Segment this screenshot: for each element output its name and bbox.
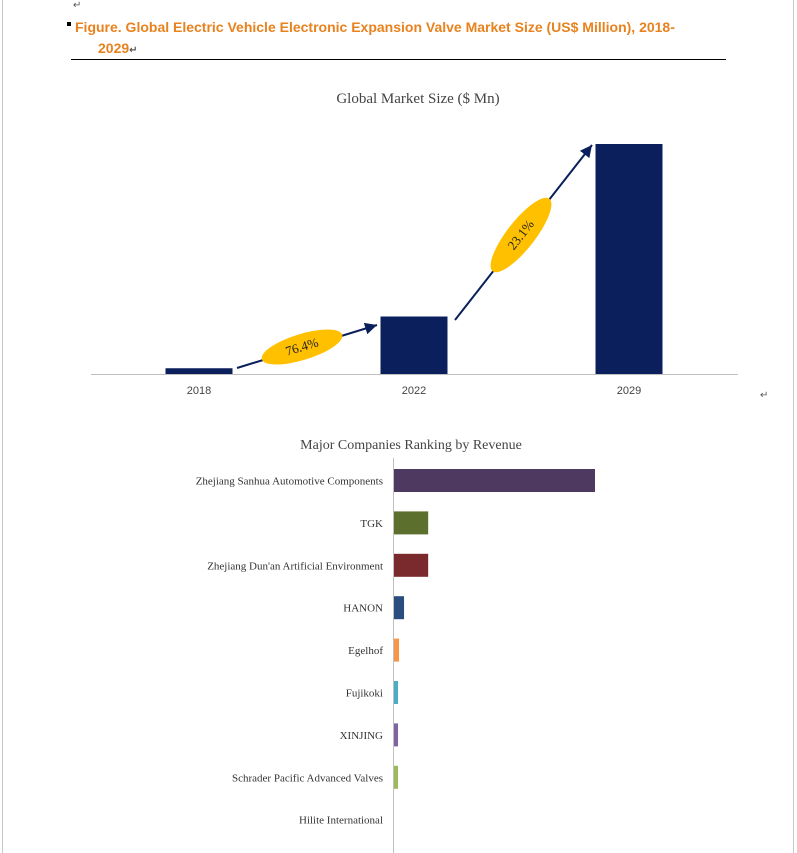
company-label-egelhof: Egelhof [348,645,383,657]
page-border-right [793,0,794,853]
company-bar-tgk [394,511,429,535]
company-bar-fujikoki [394,681,399,704]
market-bar-2022 [380,316,448,374]
caption-bullet [67,22,71,26]
company-label-schrader-pacific-advanced-valves: Schrader Pacific Advanced Valves [232,772,383,784]
company-bar-xinjing [394,723,399,747]
company-label-zhejiang-dun-an-artificial-environment: Zhejiang Dun'an Artificial Environment [207,560,383,572]
paragraph-mark-caption: ↵ [129,45,138,56]
figure-caption-line1: Figure. Global Electric Vehicle Electron… [75,19,675,35]
figure-caption-line2: 2029 [98,40,130,56]
company-bar-schrader-pacific-advanced-valves [394,765,399,789]
market-tick-2029: 2029 [617,385,641,397]
page-border-left [2,0,3,853]
paragraph-mark-top: ↵ [73,0,82,11]
market-tick-2018: 2018 [187,385,211,397]
company-bar-hanon [394,596,405,620]
ranking-chart-title: Major Companies Ranking by Revenue [300,438,522,453]
market-tick-2022: 2022 [402,385,426,397]
company-label-zhejiang-sanhua-automotive-components: Zhejiang Sanhua Automotive Components [196,476,383,488]
company-bar-zhejiang-dun-an-artificial-environment [394,553,429,577]
growth-badge-2 [490,197,552,273]
company-bar-zhejiang-sanhua-automotive-components [394,469,595,492]
growth-badge-1 [261,329,343,365]
market-bar-2018 [165,368,233,374]
company-label-fujikoki: Fujikoki [346,688,383,700]
company-label-hanon: HANON [343,603,383,615]
figure-caption: Figure. Global Electric Vehicle Electron… [75,17,725,61]
company-label-xinjing: XINJING [340,730,383,742]
market-bar-2029 [595,144,663,374]
paragraph-mark-chart: ↵ [760,390,769,401]
company-label-tgk: TGK [360,518,383,530]
company-label-hilite-international: Hilite International [299,815,383,827]
company-bar-egelhof [394,638,400,662]
caption-rule [71,59,726,60]
market-chart-title: Global Market Size ($ Mn) [336,91,499,107]
